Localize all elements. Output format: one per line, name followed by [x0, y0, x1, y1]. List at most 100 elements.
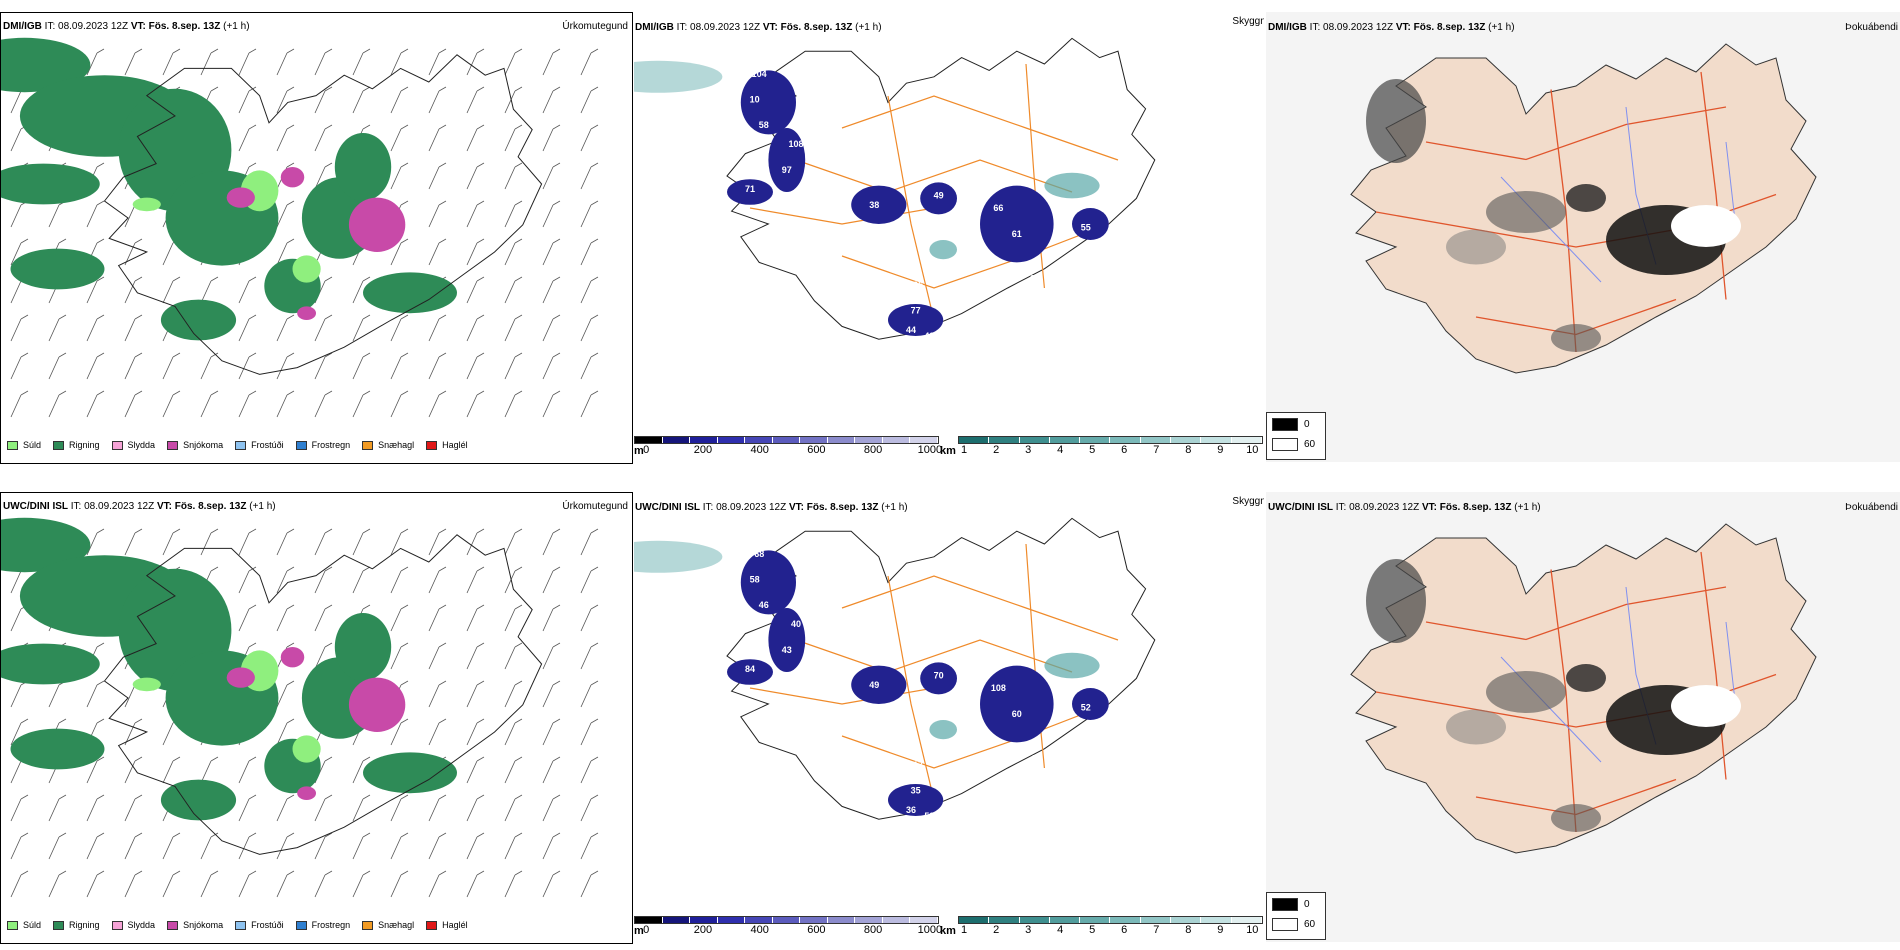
init-time: IT: 08.09.2023 12Z [1309, 22, 1394, 33]
visibility-value: 53 [924, 811, 934, 821]
lead-time: (+1 h) [1488, 22, 1515, 33]
field-area [980, 665, 1054, 743]
field-area [634, 540, 723, 573]
lead-time: (+1 h) [223, 21, 250, 32]
legend-swatch [295, 440, 307, 450]
fog-panel-top: DMI/IGB IT: 08.09.2023 12Z VT: Fös. 8.se… [1266, 12, 1900, 462]
field-area [292, 255, 321, 283]
legend-item: Haglél [426, 920, 468, 930]
field-area [160, 299, 237, 341]
legend-swatch [362, 920, 374, 930]
legend-swatch [111, 440, 123, 450]
legend-label: Snjókoma [183, 920, 224, 930]
coastline [103, 534, 543, 855]
visibility-value: 40 [791, 619, 801, 629]
colorbar-tick: 800 [863, 444, 883, 456]
legend-swatch [7, 920, 18, 930]
lead-time: (+1 h) [855, 22, 882, 33]
model-name: DMI/IGB [635, 22, 674, 33]
visibility-value: 24 [717, 683, 727, 693]
precip-type-panel-bottom: UWC/DINI ISL IT: 08.09.2023 12Z VT: Fös.… [0, 492, 633, 944]
legend-label: Frostúði [251, 920, 284, 930]
legend-label: Haglél [442, 920, 468, 930]
field-area [297, 786, 316, 800]
precip-type-panel-top: DMI/IGB IT: 08.09.2023 12Z VT: Fös. 8.se… [0, 12, 633, 464]
legend-item: Snæhagl [362, 920, 414, 930]
model-name: DMI/IGB [3, 21, 42, 32]
init-time: IT: 08.09.2023 12Z [676, 22, 761, 33]
colorbar-cells [634, 436, 939, 444]
legend-swatch [7, 440, 18, 450]
colorbar-tick: 7 [1153, 444, 1160, 456]
visibility-value: 55 [1081, 222, 1091, 232]
colorbar-cells [958, 916, 1263, 924]
colorbar-tick: 3 [1025, 924, 1032, 936]
valid-time: VT: Fös. 8.sep. 13Z [1395, 22, 1486, 33]
colorbar-tick: 5 [1089, 924, 1096, 936]
fog-legend-row: 60 [1272, 918, 1315, 931]
legend-label: Súld [23, 920, 42, 930]
field-area [888, 784, 944, 816]
field-area [1366, 559, 1426, 643]
field-area [160, 779, 237, 821]
visibility-value: 58 [750, 574, 760, 584]
fog-legend-swatch [1272, 438, 1298, 451]
field-area [1044, 172, 1100, 199]
fog-legend-swatch [1272, 918, 1298, 931]
visibility-value: 36 [906, 805, 916, 815]
field-area [1566, 184, 1606, 212]
visibility-value: 11 [782, 696, 792, 706]
valid-time: VT: Fös. 8.sep. 13Z [788, 502, 879, 513]
legend-label: Rigning [69, 920, 100, 930]
visibility-value: 108 [788, 139, 803, 149]
coastline [103, 54, 543, 375]
fog-panel-bottom: UWC/DINI ISL IT: 08.09.2023 12Z VT: Fös.… [1266, 492, 1900, 942]
legend-swatch [426, 920, 438, 930]
field-area [334, 133, 392, 201]
precip-map [1, 37, 599, 418]
field-area [1072, 688, 1109, 720]
init-time: IT: 08.09.2023 12Z [44, 21, 129, 32]
field-area [132, 197, 161, 212]
field-area [1, 517, 91, 573]
field-area [132, 677, 161, 692]
legend-label: Haglél [442, 440, 468, 450]
field-area [292, 735, 321, 763]
legend-item: Snjókoma [167, 440, 223, 450]
field-area [1486, 671, 1566, 713]
colorbar-tick: 10 [1246, 924, 1259, 936]
legend-label: Slydda [127, 920, 156, 930]
field-area [280, 167, 305, 188]
height-unit: m [634, 925, 644, 937]
legend-swatch [167, 920, 179, 930]
field-area [280, 647, 305, 668]
visibility-value: 52 [1081, 702, 1091, 712]
visibility-value: 48 [924, 331, 934, 341]
panel-header: DMI/IGB IT: 08.09.2023 12Z VT: Fös. 8.se… [3, 21, 250, 33]
height-unit: m [634, 445, 644, 457]
visibility-map: 104 10 58 108 97 38 49 66 61 55 33 40 105 77 44 48 71 13 1… [634, 37, 1156, 341]
field-area [334, 613, 392, 681]
visibility-value: 97 [782, 165, 792, 175]
valid-time: VT: Fös. 8.sep. 13Z [130, 21, 221, 32]
field-area [740, 550, 796, 615]
visibility-value: 66 [993, 203, 1003, 213]
visibility-value: 44 [906, 325, 916, 335]
visibility-value: 82 [791, 728, 801, 738]
legend-swatch [53, 440, 65, 450]
init-time: IT: 08.09.2023 12Z [1335, 502, 1420, 513]
valid-time: VT: Fös. 8.sep. 13Z [156, 501, 247, 512]
colorbar-tick: 2 [993, 924, 1000, 936]
fog-legend-swatch [1272, 418, 1298, 431]
colorbar-tick: 9 [1217, 924, 1224, 936]
field-area [10, 728, 105, 770]
visibility-value: 22 [809, 152, 819, 162]
fog-label: Þokuábendi [1845, 502, 1898, 513]
field-area [851, 185, 907, 224]
field-area [1, 643, 100, 685]
precip-legend: Súld Rigning Slydda Snjókoma Frostúði Frostre… [7, 920, 468, 930]
field-area [768, 128, 806, 192]
fog-legend: 0 60 [1266, 892, 1326, 940]
legend-item: Snjókoma [167, 920, 223, 930]
field-area [920, 182, 957, 215]
